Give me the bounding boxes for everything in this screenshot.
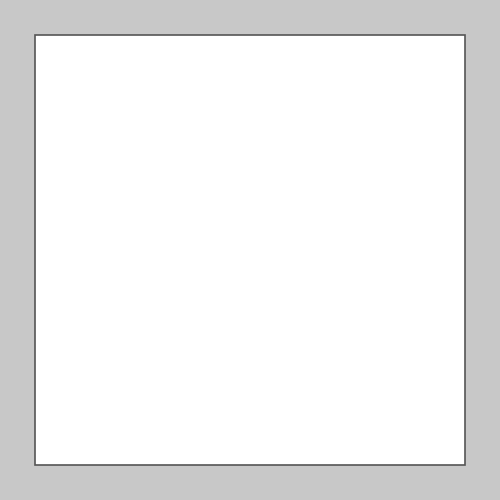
Text: 2: 2 [131,90,139,104]
Text: Unit: mm: Unit: mm [394,50,452,63]
Text: Tolerance :± 0.1: Tolerance :± 0.1 [265,400,390,414]
Text: 13.2: 13.2 [234,68,266,82]
Text: 5: 5 [246,325,254,338]
Text: C: C [246,302,254,314]
Text: 0: 0 [145,96,150,104]
Text: +0.1: +0.1 [145,89,163,98]
Text: 0: 0 [424,238,432,242]
Circle shape [244,280,256,292]
Text: +0.1: +0.1 [370,89,389,98]
Text: 7.5: 7.5 [72,241,85,261]
Text: 2: 2 [357,90,364,104]
Circle shape [322,280,334,292]
Bar [164,207,181,224]
Text: hole: hole [380,330,410,344]
Text: A: A [168,302,177,314]
Text: +0.1: +0.1 [430,214,438,233]
Text: 2.1: 2.1 [410,228,424,248]
Text: +0.1: +0.1 [369,330,388,340]
Text: 3-ø1: 3-ø1 [351,330,379,344]
Text: 0: 0 [369,324,374,334]
Bar [319,207,336,224]
Text: B: B [323,302,332,314]
Text: 0: 0 [370,96,376,104]
Circle shape [166,280,178,292]
